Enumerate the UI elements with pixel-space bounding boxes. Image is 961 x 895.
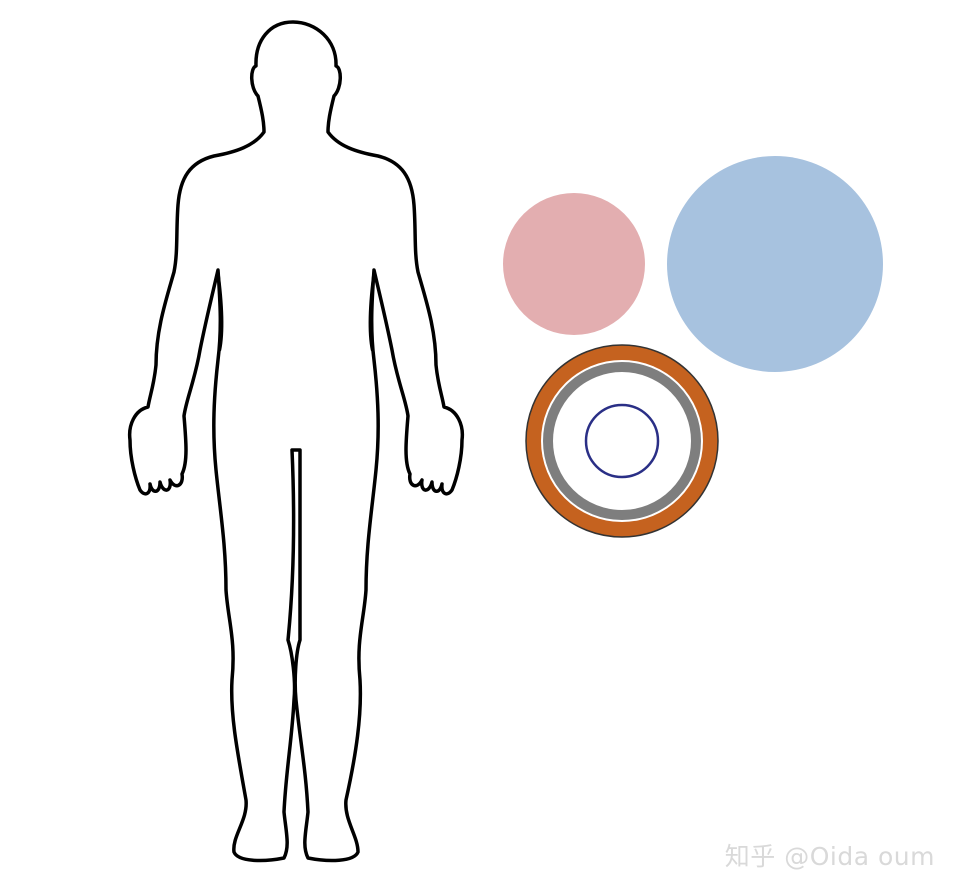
left-arm-inner-line (216, 268, 224, 352)
concentric-circles (525, 344, 719, 538)
body-outline (127, 20, 465, 863)
human-body-figure (127, 20, 465, 863)
right-arm-inner-line (368, 268, 376, 352)
pink-circle (503, 193, 645, 335)
blue-circle (667, 156, 883, 372)
inner-blue-ring (584, 403, 660, 479)
watermark-text: 知乎 @Oida oum (724, 842, 935, 871)
